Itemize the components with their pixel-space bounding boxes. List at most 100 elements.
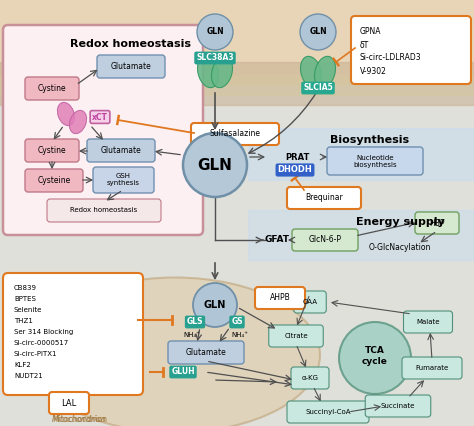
Text: Cystine: Cystine — [38, 84, 66, 93]
Circle shape — [197, 14, 233, 50]
FancyBboxPatch shape — [287, 187, 361, 209]
Text: Succinyl-CoA: Succinyl-CoA — [305, 409, 351, 415]
Text: Energy supply: Energy supply — [356, 217, 444, 227]
FancyBboxPatch shape — [291, 367, 329, 389]
Text: Brequinar: Brequinar — [305, 193, 343, 202]
Text: THZ1: THZ1 — [14, 318, 33, 324]
Bar — [0, 85, 474, 426]
Text: GLN: GLN — [204, 300, 226, 310]
Text: Glutamate: Glutamate — [100, 146, 141, 155]
Text: Ser 314 Blocking: Ser 314 Blocking — [14, 329, 73, 335]
Polygon shape — [248, 210, 474, 260]
FancyBboxPatch shape — [93, 167, 154, 193]
Text: GS: GS — [231, 317, 243, 326]
Ellipse shape — [301, 56, 321, 88]
Ellipse shape — [211, 56, 233, 88]
Text: NUDT21: NUDT21 — [14, 373, 43, 379]
Text: Cysteine: Cysteine — [37, 176, 71, 185]
Ellipse shape — [69, 110, 87, 134]
Text: NH₄⁺: NH₄⁺ — [183, 332, 201, 338]
Text: Biosynthesis: Biosynthesis — [330, 135, 410, 145]
Text: xCT: xCT — [92, 112, 108, 121]
FancyBboxPatch shape — [191, 123, 279, 145]
Text: TCA
cycle: TCA cycle — [362, 346, 388, 366]
Text: Selenite: Selenite — [14, 307, 42, 313]
Text: Sulfasalazine: Sulfasalazine — [210, 130, 261, 138]
FancyBboxPatch shape — [287, 401, 369, 423]
Text: Mitochondrion: Mitochondrion — [52, 415, 107, 424]
Text: GLS: GLS — [187, 317, 203, 326]
Text: LAL: LAL — [61, 398, 77, 408]
Ellipse shape — [57, 102, 74, 126]
Text: O-GlcNacylation: O-GlcNacylation — [369, 244, 431, 253]
Text: AHPB: AHPB — [270, 294, 291, 302]
Text: NH₄⁺: NH₄⁺ — [231, 332, 248, 338]
Text: GLN: GLN — [309, 28, 327, 37]
Text: GlcN-6-P: GlcN-6-P — [309, 236, 341, 245]
Text: Glutamate: Glutamate — [110, 62, 151, 71]
FancyBboxPatch shape — [351, 16, 471, 84]
FancyBboxPatch shape — [168, 341, 244, 364]
Text: SLC38A3: SLC38A3 — [196, 54, 234, 63]
Text: PRAT: PRAT — [285, 153, 310, 162]
FancyBboxPatch shape — [327, 147, 423, 175]
Text: Nucleotide
biosynthesis: Nucleotide biosynthesis — [353, 155, 397, 167]
Text: GLN: GLN — [198, 158, 232, 173]
Circle shape — [339, 322, 411, 394]
Text: GSH
synthesis: GSH synthesis — [107, 173, 139, 187]
Text: Cystine: Cystine — [38, 146, 66, 155]
FancyBboxPatch shape — [402, 357, 462, 379]
FancyBboxPatch shape — [415, 212, 459, 234]
FancyBboxPatch shape — [25, 139, 79, 162]
Ellipse shape — [198, 56, 219, 88]
Text: δT: δT — [360, 40, 369, 49]
Text: Si-circ-LDLRAD3: Si-circ-LDLRAD3 — [360, 54, 422, 63]
Text: GLN: GLN — [206, 28, 224, 37]
FancyBboxPatch shape — [3, 25, 203, 235]
Polygon shape — [248, 128, 474, 180]
FancyBboxPatch shape — [269, 325, 323, 347]
Text: DHODH: DHODH — [278, 165, 312, 175]
Text: KLF2: KLF2 — [14, 362, 31, 368]
Bar — [0, 0, 474, 85]
Text: V-9302: V-9302 — [360, 66, 387, 75]
Text: HBP: HBP — [429, 219, 445, 227]
FancyBboxPatch shape — [403, 311, 453, 333]
Text: Si-circ-0000517: Si-circ-0000517 — [14, 340, 69, 346]
FancyBboxPatch shape — [49, 392, 89, 414]
Polygon shape — [0, 75, 474, 95]
Text: Redox homeostasis: Redox homeostasis — [70, 207, 137, 213]
Ellipse shape — [314, 56, 336, 88]
FancyBboxPatch shape — [365, 395, 431, 417]
FancyBboxPatch shape — [97, 55, 165, 78]
FancyBboxPatch shape — [25, 169, 83, 192]
Text: Malate: Malate — [416, 319, 440, 325]
FancyBboxPatch shape — [255, 287, 305, 309]
Text: Citrate: Citrate — [284, 333, 308, 339]
Text: SLCIA5: SLCIA5 — [303, 83, 333, 92]
Text: Mitochondrion: Mitochondrion — [52, 415, 107, 424]
Text: Redox homeostasis: Redox homeostasis — [70, 39, 191, 49]
Text: Fumarate: Fumarate — [415, 365, 448, 371]
FancyBboxPatch shape — [25, 77, 79, 100]
FancyBboxPatch shape — [294, 291, 326, 313]
FancyBboxPatch shape — [47, 199, 161, 222]
FancyBboxPatch shape — [3, 273, 143, 395]
Text: BPTES: BPTES — [14, 296, 36, 302]
Text: GFAT: GFAT — [265, 236, 290, 245]
Text: GPNA: GPNA — [360, 28, 382, 37]
Text: Glutamate: Glutamate — [186, 348, 227, 357]
FancyBboxPatch shape — [87, 139, 155, 162]
Text: α-KG: α-KG — [301, 375, 319, 381]
Text: Si-circ-PITX1: Si-circ-PITX1 — [14, 351, 57, 357]
Circle shape — [183, 133, 247, 197]
Text: Succinate: Succinate — [381, 403, 415, 409]
Text: CB839: CB839 — [14, 285, 37, 291]
Ellipse shape — [30, 277, 320, 426]
Text: OAA: OAA — [302, 299, 318, 305]
Circle shape — [193, 283, 237, 327]
Text: GLUH: GLUH — [171, 368, 195, 377]
FancyBboxPatch shape — [292, 229, 358, 251]
Polygon shape — [0, 62, 474, 105]
Circle shape — [300, 14, 336, 50]
